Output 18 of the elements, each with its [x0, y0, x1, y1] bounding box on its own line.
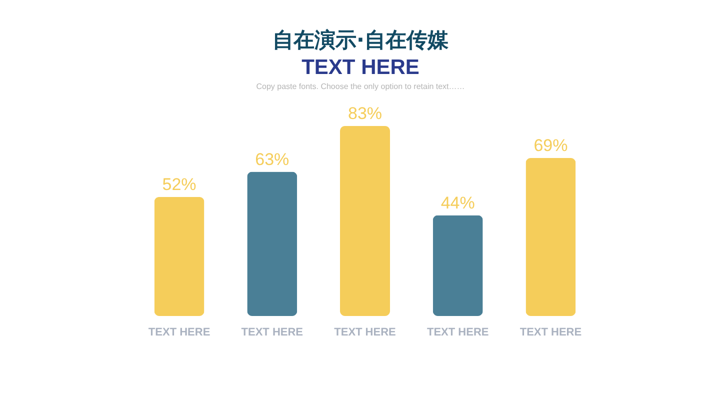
chart-title: 自在演示·自在传媒	[272, 27, 450, 54]
data-label: 69%	[534, 136, 568, 156]
x-tick-label: TEXT HERE	[520, 326, 582, 338]
data-label: 44%	[440, 193, 475, 212]
x-tick-label: TEXT HERE	[241, 326, 304, 338]
bar	[432, 215, 483, 316]
data-label: 63%	[255, 150, 290, 169]
x-tick-label: TEXT HERE	[334, 326, 396, 338]
bar	[526, 158, 576, 316]
x-tick-label: TEXT HERE	[426, 326, 489, 338]
bar	[154, 196, 204, 316]
data-label: 83%	[348, 104, 382, 123]
text: Copy paste fonts. Choose the only option to retain text……	[255, 82, 466, 93]
bar	[247, 172, 298, 316]
chart-subtitle: TEXT HERE	[300, 56, 420, 81]
data-label: 52%	[162, 174, 196, 194]
x-tick-label: TEXT HERE	[148, 326, 210, 338]
bar	[340, 126, 390, 316]
